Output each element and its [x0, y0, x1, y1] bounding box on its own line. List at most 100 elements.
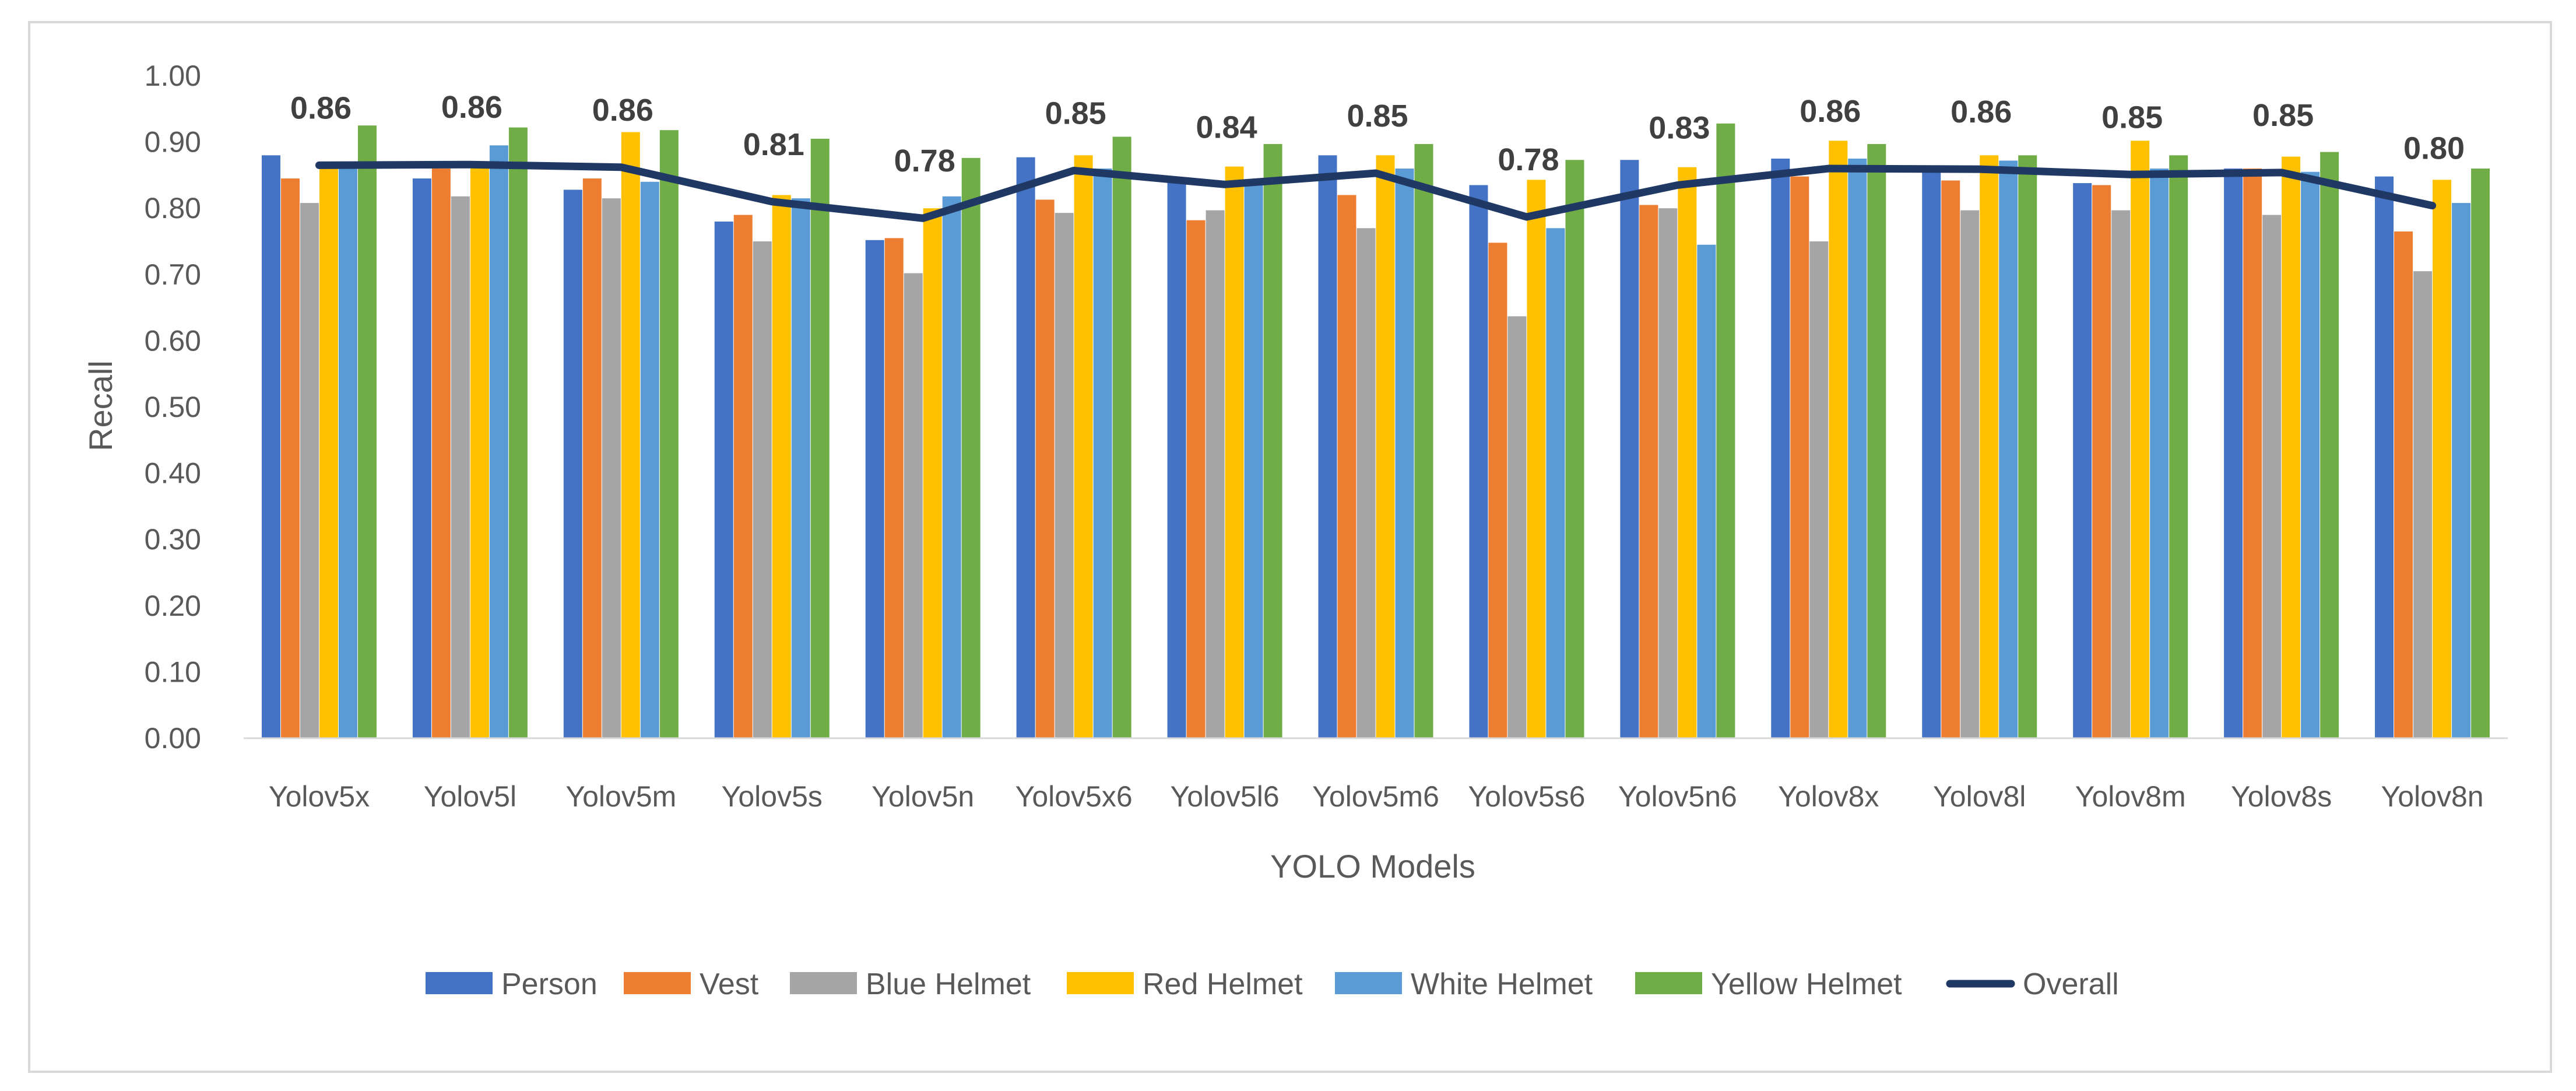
y-tick-label: 0.70 — [145, 258, 201, 291]
x-tick-label: Yolov8x — [1778, 780, 1879, 813]
bar-vest — [431, 169, 451, 738]
bar-blue-helmet — [753, 241, 772, 738]
x-tick-label: Yolov5s — [722, 780, 823, 813]
bar-vest — [1337, 195, 1356, 739]
x-tick-label: Yolov5l — [424, 780, 516, 813]
bar-blue-helmet — [1055, 213, 1074, 739]
legend-swatch-person — [426, 972, 493, 994]
bar-white-helmet — [2301, 171, 2320, 739]
legend-swatch-yellow-helmet — [1635, 972, 1702, 994]
y-tick-label: 0.30 — [145, 523, 201, 556]
bar-person — [1318, 155, 1337, 738]
y-tick-label: 0.90 — [145, 126, 201, 159]
x-tick-label: Yolov8n — [2381, 780, 2483, 813]
overall-data-label: 0.78 — [1498, 142, 1559, 177]
bar-yellow-helmet — [1716, 123, 1735, 739]
bar-blue-helmet — [1356, 228, 1376, 738]
legend: Person Vest Blue Helmet Red Helmet White Hel… — [426, 967, 2119, 1001]
y-tick-label: 0.00 — [145, 722, 201, 755]
y-tick-label: 0.80 — [145, 192, 201, 224]
bar-vest — [1035, 199, 1055, 738]
bar-series-group — [261, 123, 2490, 739]
bar-red-helmet — [1829, 141, 1848, 738]
bar-person — [1771, 159, 1790, 738]
bar-white-helmet — [1546, 228, 1565, 738]
bar-red-helmet — [1225, 166, 1244, 739]
x-axis-ticks: Yolov5x Yolov5l Yolov5m Yolov5s Yolov5n Yolov… — [269, 780, 2484, 813]
bar-person — [1016, 157, 1035, 738]
bar-red-helmet — [1376, 155, 1395, 738]
legend-label: Blue Helmet — [866, 967, 1031, 1001]
bar-red-helmet — [1980, 155, 1999, 738]
bar-vest — [582, 178, 602, 739]
x-tick-label: Yolov5l6 — [1170, 780, 1279, 813]
bar-person — [714, 221, 733, 738]
bar-person — [412, 178, 431, 739]
bar-vest — [280, 178, 300, 739]
x-tick-label: Yolov5s6 — [1468, 780, 1585, 813]
x-tick-label: Yolov8l — [1933, 780, 2026, 813]
bar-blue-helmet — [300, 203, 319, 738]
bar-person — [261, 155, 280, 738]
bar-blue-helmet — [1507, 316, 1527, 738]
bar-vest — [2394, 231, 2413, 739]
legend-label: White Helmet — [1411, 967, 1593, 1001]
y-tick-label: 0.60 — [145, 324, 201, 357]
overall-data-label: 0.81 — [743, 127, 804, 162]
x-axis-title: YOLO Models — [1270, 848, 1475, 885]
legend-swatch-white-helmet — [1335, 972, 1402, 994]
x-tick-label: Yolov5m6 — [1312, 780, 1439, 813]
overall-data-label: 0.86 — [441, 90, 502, 125]
bar-yellow-helmet — [2320, 152, 2339, 738]
bar-blue-helmet — [2111, 210, 2131, 738]
overall-data-label: 0.86 — [1951, 94, 2012, 129]
bar-yellow-helmet — [961, 157, 981, 738]
bar-white-helmet — [1395, 169, 1414, 738]
bar-person — [1469, 185, 1488, 738]
bar-person — [2224, 169, 2243, 738]
bar-white-helmet — [1999, 160, 2018, 739]
bar-yellow-helmet — [659, 130, 679, 739]
bar-white-helmet — [640, 181, 659, 738]
y-tick-label: 0.20 — [145, 590, 201, 622]
bar-blue-helmet — [904, 273, 923, 738]
bar-yellow-helmet — [1414, 144, 1433, 738]
legend-label: Red Helmet — [1143, 967, 1303, 1001]
bar-yellow-helmet — [2169, 155, 2188, 738]
bar-white-helmet — [489, 145, 508, 738]
bar-blue-helmet — [1809, 241, 1829, 738]
overall-data-label: 0.86 — [290, 90, 352, 125]
y-tick-label: 0.40 — [145, 457, 201, 490]
bar-person — [1922, 171, 1941, 739]
bar-yellow-helmet — [2471, 169, 2490, 738]
bar-red-helmet — [1074, 155, 1093, 738]
legend-swatch-red-helmet — [1067, 972, 1134, 994]
legend-label: Vest — [700, 967, 759, 1001]
bar-vest — [2243, 169, 2262, 738]
bar-white-helmet — [2150, 169, 2169, 738]
overall-data-label: 0.84 — [1196, 110, 1257, 145]
y-axis-title: Recall — [82, 360, 119, 451]
legend-swatch-vest — [624, 972, 691, 994]
overall-line-group — [315, 160, 2437, 222]
bar-blue-helmet — [1960, 210, 1980, 738]
bar-person — [1620, 160, 1639, 739]
bar-person — [2073, 183, 2092, 739]
legend-label: Person — [501, 967, 598, 1001]
bar-white-helmet — [791, 198, 810, 738]
bar-red-helmet — [772, 195, 791, 739]
data-labels-group: 0.86 0.86 0.86 0.81 0.78 0.85 0.84 0.85 0.78 0.83… — [290, 90, 2465, 178]
bar-person — [563, 190, 582, 739]
overall-data-label: 0.78 — [894, 143, 955, 178]
bar-yellow-helmet — [1867, 144, 1886, 738]
legend-swatch-blue-helmet — [790, 972, 857, 994]
bar-yellow-helmet — [1565, 160, 1584, 739]
bar-white-helmet — [1848, 159, 1867, 738]
x-tick-label: Yolov8m — [2075, 780, 2186, 813]
bar-vest — [1790, 176, 1809, 738]
legend-label: Overall — [2023, 967, 2119, 1001]
overall-data-label: 0.85 — [1045, 96, 1106, 131]
bar-person — [2375, 176, 2394, 738]
line-overall — [315, 160, 2437, 222]
